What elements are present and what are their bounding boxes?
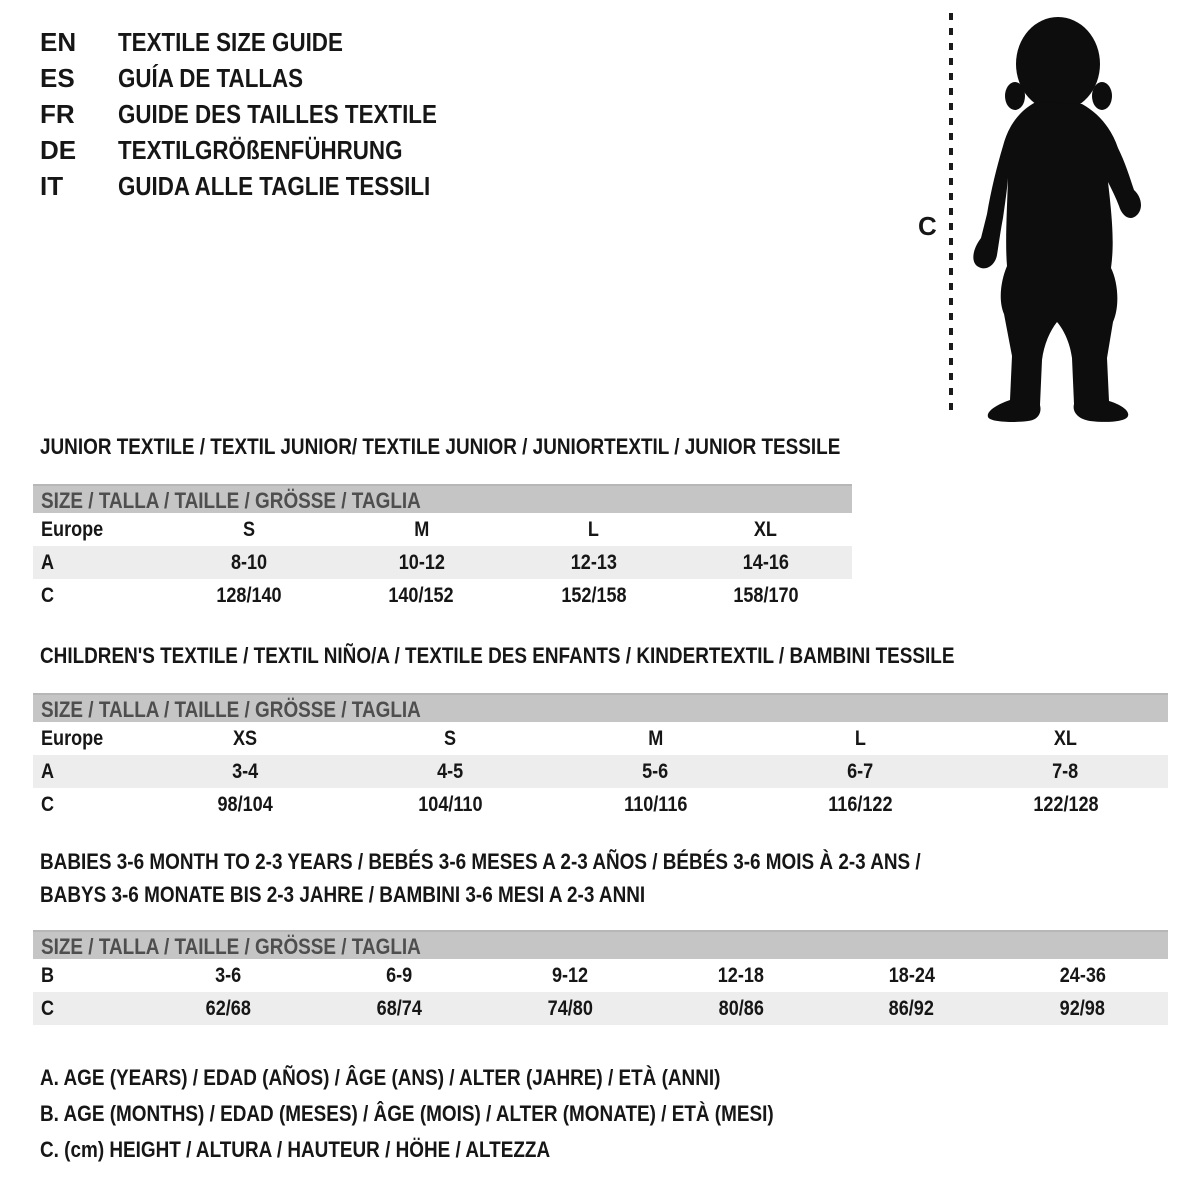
lang-code: DE [40,135,77,165]
age-cell: 14-16 [742,550,789,574]
table-row: A 3-4 4-5 5-6 6-7 7-8 [33,755,1168,788]
measure-c-label: C [918,211,937,241]
junior-section-heading: JUNIOR TEXTILE / TEXTIL JUNIOR/ TEXTILE … [40,434,841,459]
height-cell: 74/80 [547,996,593,1020]
height-cell: 62/68 [205,996,252,1020]
size-cell: M [413,517,429,541]
table-row: C 128/140 140/152 152/158 158/170 [33,579,852,612]
row-label: C [41,792,55,816]
lang-row-en: EN TEXTILE SIZE GUIDE [40,24,489,60]
lang-title: GUÍA DE TALLAS [118,63,304,93]
age-cell: 18-24 [888,963,935,987]
lang-code: FR [40,99,75,129]
age-cell: 4-5 [437,759,464,783]
row-label: C [41,996,55,1020]
table-row: A 8-10 10-12 12-13 14-16 [33,546,852,579]
height-cell: 98/104 [217,792,274,816]
table-row: Europe XS S M L XL [33,722,1168,755]
age-cell: 6-9 [386,963,413,987]
height-cell: 116/122 [828,792,893,816]
height-cell: 128/140 [216,583,282,607]
lang-code: ES [40,63,75,93]
lang-row-it: IT GUIDA ALLE TAGLIE TESSILI [40,168,489,204]
size-cell: XS [233,726,258,750]
row-label: A [41,550,55,574]
age-cell: 12-18 [717,963,765,987]
children-section-heading: CHILDREN'S TEXTILE / TEXTIL NIÑO/A / TEX… [40,643,955,668]
size-cell: S [444,726,457,750]
height-cell: 86/92 [889,996,935,1020]
lang-row-es: ES GUÍA DE TALLAS [40,60,489,96]
lang-title: TEXTILGRÖßENFÜHRUNG [118,135,403,165]
table-row: C 62/68 68/74 74/80 80/86 86/92 92/98 [33,992,1168,1025]
legend-line-b: B. AGE (MONTHS) / EDAD (MESES) / ÂGE (MO… [40,1101,774,1126]
lang-code: EN [40,27,77,57]
table-row: B 3-6 6-9 9-12 12-18 18-24 24-36 [33,959,1168,992]
size-cell: S [243,517,256,541]
age-cell: 7-8 [1052,759,1079,783]
legend-line-a: A. AGE (YEARS) / EDAD (AÑOS) / ÂGE (ANS)… [40,1065,721,1090]
height-cell: 92/98 [1059,996,1106,1020]
age-cell: 10-12 [398,550,445,574]
measurement-legend: A. AGE (YEARS) / EDAD (AÑOS) / ÂGE (ANS)… [40,1060,893,1168]
lang-code: IT [40,171,64,201]
size-cell: L [854,726,867,750]
babies-section-heading: BABIES 3-6 MONTH TO 2-3 YEARS / BEBÉS 3-… [40,849,921,907]
age-cell: 3-6 [215,963,242,987]
height-measure-line [949,13,953,418]
height-cell: 140/152 [388,583,455,607]
age-cell: 8-10 [231,550,268,574]
size-header-bar: SIZE / TALLA / TAILLE / GRÖSSE / TAGLIA [33,484,852,513]
age-cell: 12-13 [570,550,617,574]
language-title-list: EN TEXTILE SIZE GUIDE ES GUÍA DE TALLAS … [40,24,489,204]
lang-title: GUIDE DES TAILLES TEXTILE [118,99,437,129]
height-cell: 152/158 [560,583,627,607]
size-cell: XL [1053,726,1078,750]
children-size-table: SIZE / TALLA / TAILLE / GRÖSSE / TAGLIA … [33,693,1168,821]
row-label: B [41,963,55,987]
row-label: C [41,583,55,607]
height-cell: 68/74 [376,996,422,1020]
height-cell: 110/116 [623,792,688,816]
lang-title: TEXTILE SIZE GUIDE [118,27,343,57]
lang-title: GUIDA ALLE TAGLIE TESSILI [118,171,431,201]
age-cell: 5-6 [642,759,669,783]
babies-size-table: SIZE / TALLA / TAILLE / GRÖSSE / TAGLIA … [33,930,1168,1025]
table-row: C 98/104 104/110 110/116 116/122 122/128 [33,788,1168,821]
height-cell: 80/86 [718,996,764,1020]
size-header-bar: SIZE / TALLA / TAILLE / GRÖSSE / TAGLIA [33,693,1168,722]
age-cell: 3-4 [232,759,259,783]
table-row: Europe S M L XL [33,513,852,546]
toddler-silhouette-icon [973,17,1141,422]
row-label: Europe [41,726,104,750]
lang-row-fr: FR GUIDE DES TAILLES TEXTILE [40,96,489,132]
junior-size-table: SIZE / TALLA / TAILLE / GRÖSSE / TAGLIA … [33,484,852,612]
size-cell: L [588,517,600,541]
age-cell: 6-7 [847,759,874,783]
size-cell: M [647,726,664,750]
lang-row-de: DE TEXTILGRÖßENFÜHRUNG [40,132,489,168]
height-cell: 122/128 [1032,792,1099,816]
row-label: A [41,759,55,783]
height-cell: 158/170 [733,583,799,607]
size-cell: XL [754,517,778,541]
height-cell: 104/110 [418,792,483,816]
legend-line-c: C. (cm) HEIGHT / ALTURA / HAUTEUR / HÖHE… [40,1137,551,1162]
size-header-bar: SIZE / TALLA / TAILLE / GRÖSSE / TAGLIA [33,930,1168,959]
age-cell: 9-12 [551,963,589,987]
row-label: Europe [41,517,104,541]
age-cell: 24-36 [1059,963,1106,987]
